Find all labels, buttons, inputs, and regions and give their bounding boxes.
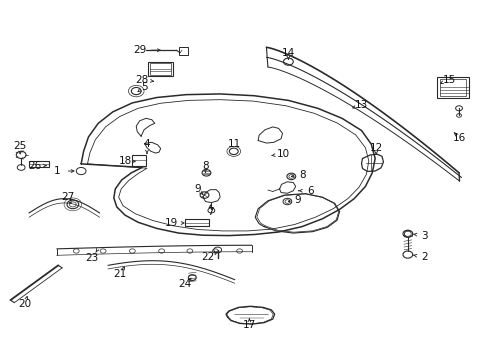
Text: 23: 23 [85, 253, 99, 263]
Text: 15: 15 [442, 75, 455, 85]
Text: 20: 20 [19, 299, 32, 309]
Text: 1: 1 [53, 166, 60, 176]
Text: 24: 24 [178, 279, 191, 289]
Text: 22: 22 [201, 252, 214, 262]
Text: 17: 17 [242, 320, 256, 330]
Text: 11: 11 [228, 139, 241, 149]
Text: 18: 18 [118, 156, 131, 166]
Text: 9: 9 [294, 195, 301, 205]
Bar [148, 62, 173, 76]
Bar [132, 155, 146, 166]
Text: 28: 28 [135, 75, 148, 85]
Text: 25: 25 [14, 141, 27, 151]
Text: 8: 8 [299, 170, 305, 180]
Bar [436, 77, 468, 98]
Text: 21: 21 [113, 269, 126, 279]
Text: 12: 12 [369, 143, 382, 153]
Text: 19: 19 [164, 218, 178, 228]
Text: 26: 26 [28, 161, 41, 171]
Text: 27: 27 [61, 192, 75, 202]
Text: 9: 9 [194, 184, 201, 194]
Text: 6: 6 [306, 186, 313, 196]
Bar [439, 78, 466, 96]
Bar [184, 220, 209, 226]
Text: 10: 10 [276, 149, 289, 159]
Text: 8: 8 [202, 161, 208, 171]
Bar [150, 63, 171, 75]
Text: 3: 3 [421, 231, 427, 240]
Text: 13: 13 [354, 100, 367, 110]
Text: 5: 5 [141, 82, 147, 92]
Bar [29, 161, 49, 167]
Text: 16: 16 [451, 133, 465, 143]
Text: 4: 4 [143, 139, 150, 149]
Text: 29: 29 [133, 45, 146, 55]
Bar [178, 46, 188, 55]
Text: 14: 14 [281, 48, 294, 58]
Text: 7: 7 [206, 207, 213, 217]
Text: 2: 2 [421, 252, 427, 262]
